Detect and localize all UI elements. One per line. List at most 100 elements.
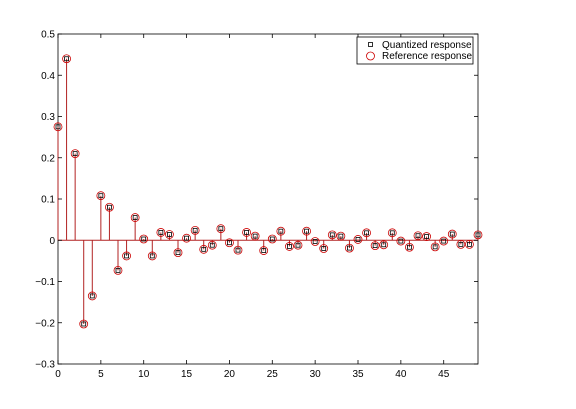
plot-area bbox=[57, 33, 479, 365]
quantized-marker bbox=[192, 227, 198, 233]
x-tick-label: 5 bbox=[98, 369, 104, 380]
reference-marker bbox=[139, 234, 149, 244]
quantized-marker bbox=[64, 56, 69, 62]
quantized-marker bbox=[321, 246, 327, 251]
quantized-marker bbox=[372, 243, 378, 249]
x-tick-label: 40 bbox=[395, 369, 407, 380]
reference-marker bbox=[147, 251, 157, 261]
reference-marker bbox=[387, 228, 397, 238]
reference-marker bbox=[336, 231, 346, 241]
quantized-marker bbox=[89, 293, 95, 299]
reference-marker bbox=[259, 246, 269, 255]
quantized-marker bbox=[107, 204, 112, 210]
quantized-marker bbox=[132, 215, 138, 220]
reference-marker bbox=[267, 234, 277, 244]
y-tick-label: 0.4 bbox=[41, 71, 55, 82]
quantized-marker bbox=[295, 242, 301, 248]
quantized-marker bbox=[167, 232, 172, 237]
quantized-marker bbox=[347, 245, 352, 251]
reference-marker bbox=[396, 236, 406, 246]
quantized-marker bbox=[312, 239, 318, 244]
reference-marker bbox=[285, 242, 294, 251]
reference-marker bbox=[439, 236, 449, 246]
y-tick-label: 0.2 bbox=[41, 153, 55, 164]
quantized-marker bbox=[81, 321, 87, 327]
reference-marker bbox=[276, 226, 286, 236]
quantized-marker bbox=[329, 232, 335, 238]
quantized-marker bbox=[338, 233, 344, 239]
quantized-marker bbox=[381, 242, 387, 248]
quantized-marker bbox=[227, 240, 232, 246]
reference-marker bbox=[242, 228, 251, 237]
reference-marker bbox=[233, 245, 243, 255]
quantized-marker bbox=[235, 247, 241, 253]
x-tick-label: 0 bbox=[55, 369, 61, 380]
reference-marker bbox=[465, 239, 474, 249]
reference-marker bbox=[105, 202, 114, 212]
reference-marker bbox=[327, 230, 337, 240]
reference-marker bbox=[216, 224, 226, 234]
quantized-marker bbox=[72, 151, 78, 157]
quantized-marker bbox=[475, 232, 481, 238]
legend-label-reference: Reference response bbox=[382, 51, 472, 62]
quantized-marker bbox=[141, 236, 147, 242]
reference-marker bbox=[87, 291, 97, 301]
quantized-marker bbox=[355, 237, 361, 242]
reference-marker bbox=[122, 251, 131, 261]
reference-marker bbox=[173, 248, 183, 258]
y-tick-label: 0 bbox=[49, 236, 55, 247]
reference-marker bbox=[405, 242, 414, 252]
x-tick-label: 30 bbox=[310, 369, 322, 380]
y-tick-label: −0.3 bbox=[35, 360, 55, 371]
y-tick-label: −0.2 bbox=[35, 318, 55, 329]
quantized-marker bbox=[441, 238, 447, 244]
reference-marker bbox=[473, 230, 483, 240]
axes-box bbox=[57, 33, 479, 365]
quantized-marker bbox=[278, 228, 284, 234]
reference-marker bbox=[319, 244, 329, 253]
reference-marker bbox=[293, 240, 303, 250]
reference-marker bbox=[70, 149, 80, 159]
y-axis-ticks: −0.3 −0.2 −0.1 0 0.1 0.2 0.3 0.4 0.5 bbox=[35, 30, 478, 371]
quantized-marker bbox=[415, 233, 421, 239]
reference-marker bbox=[250, 231, 260, 241]
quantized-marker bbox=[115, 267, 121, 273]
y-tick-label: 0.3 bbox=[41, 112, 55, 123]
legend-marker-circle bbox=[366, 51, 375, 61]
reference-marker bbox=[370, 241, 380, 251]
legend: Quantized response Reference response bbox=[356, 36, 474, 65]
quantized-marker bbox=[158, 230, 164, 235]
reference-marker bbox=[79, 319, 89, 329]
quantized-marker bbox=[184, 235, 189, 241]
legend-label-quantized: Quantized response bbox=[382, 40, 472, 51]
quantized-marker bbox=[364, 230, 369, 236]
quantized-marker bbox=[458, 241, 464, 247]
quantized-marker bbox=[201, 246, 207, 252]
reference-marker bbox=[379, 240, 389, 250]
quantized-marker bbox=[287, 244, 292, 249]
x-tick-label: 15 bbox=[181, 369, 193, 380]
reference-marker bbox=[422, 232, 431, 241]
reference-marker bbox=[456, 239, 466, 249]
quantized-marker bbox=[389, 230, 395, 236]
quantized-marker bbox=[432, 244, 438, 250]
quantized-marker bbox=[218, 226, 224, 232]
reference-marker bbox=[353, 235, 363, 244]
reference-marker bbox=[53, 122, 63, 132]
quantized-marker bbox=[149, 253, 155, 259]
quantized-marker bbox=[124, 253, 129, 259]
data-markers bbox=[53, 54, 483, 329]
legend-marker-square bbox=[368, 42, 373, 47]
reference-marker bbox=[362, 228, 371, 238]
quantized-marker bbox=[449, 231, 455, 237]
reference-marker bbox=[130, 213, 140, 222]
reference-marker bbox=[96, 191, 106, 201]
quantized-marker bbox=[424, 234, 429, 239]
y-tick-label: 0.1 bbox=[41, 195, 55, 206]
x-axis-ticks: 0 5 10 15 20 25 30 35 40 45 bbox=[55, 34, 450, 380]
reference-marker bbox=[447, 229, 457, 239]
y-tick-label: 0.5 bbox=[41, 30, 55, 41]
quantized-marker bbox=[467, 241, 472, 247]
reference-marker bbox=[345, 243, 354, 253]
